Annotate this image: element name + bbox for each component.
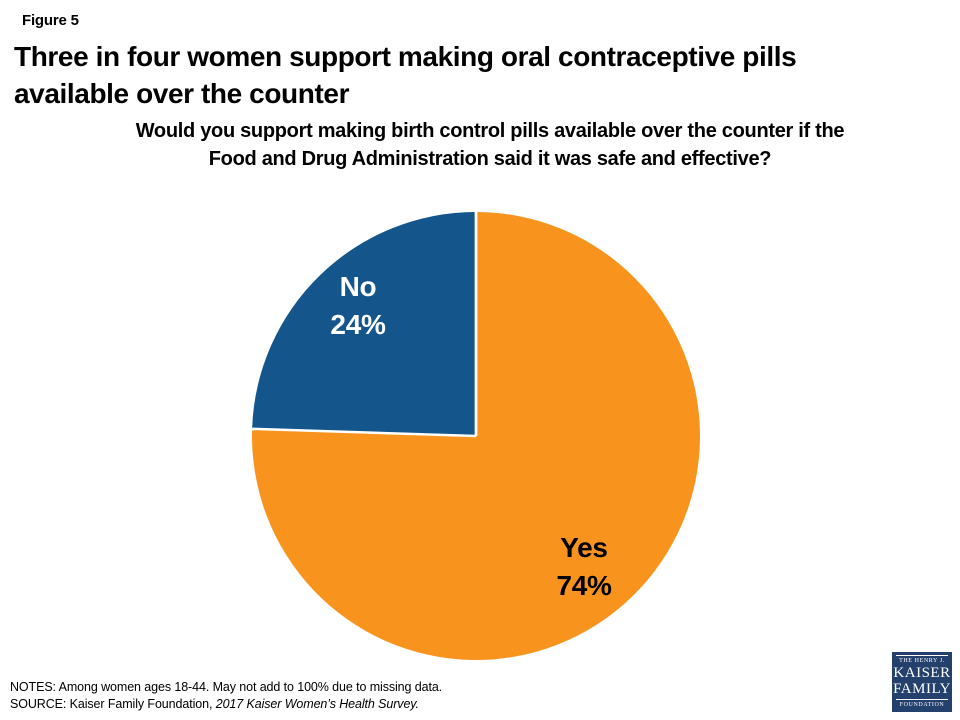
pie-label-yes-value: 74% bbox=[556, 570, 612, 601]
page-title: Three in four women support making oral … bbox=[14, 38, 944, 112]
source-citation: 2017 Kaiser Women’s Health Survey. bbox=[215, 697, 419, 711]
pie-label-yes-name: Yes bbox=[560, 532, 608, 563]
chart-question-line2: Food and Drug Administration said it was… bbox=[208, 148, 772, 170]
logo-family: FAMILY bbox=[893, 681, 951, 697]
chart-question-subtitle: Would you support making birth control p… bbox=[20, 117, 960, 173]
page-title-line2: available over the counter bbox=[14, 78, 350, 109]
pie-label-yes: Yes 74% bbox=[504, 529, 664, 605]
notes-label: NOTES: bbox=[10, 680, 56, 694]
page-title-line1: Three in four women support making oral … bbox=[14, 41, 797, 72]
kff-logo: THE HENRY J. KAISER FAMILY FOUNDATION bbox=[892, 652, 952, 712]
pie-label-no-value: 24% bbox=[330, 309, 386, 340]
logo-the-henry-j: THE HENRY J. bbox=[899, 658, 945, 664]
notes-line: NOTES: Among women ages 18-44. May not a… bbox=[10, 679, 442, 696]
logo-rule-top bbox=[896, 655, 948, 656]
pie-slice-divider bbox=[252, 427, 477, 438]
source-label: SOURCE: bbox=[10, 697, 67, 711]
footer-notes: NOTES: Among women ages 18-44. May not a… bbox=[10, 679, 442, 713]
logo-kaiser: KAISER bbox=[893, 665, 951, 681]
source-line: SOURCE: Kaiser Family Foundation, 2017 K… bbox=[10, 696, 442, 713]
pie-label-no-name: No bbox=[339, 271, 377, 302]
figure-label: Figure 5 bbox=[22, 12, 79, 29]
logo-rule-bottom bbox=[896, 699, 948, 700]
pie-chart bbox=[252, 212, 701, 660]
notes-text: Among women ages 18-44. May not add to 1… bbox=[58, 680, 443, 694]
pie-slice-no bbox=[252, 212, 476, 436]
chart-question-line1: Would you support making birth control p… bbox=[135, 120, 845, 142]
pie-label-no: No 24% bbox=[278, 268, 438, 344]
logo-foundation: FOUNDATION bbox=[899, 702, 945, 708]
source-text: Kaiser Family Foundation, bbox=[69, 697, 213, 711]
